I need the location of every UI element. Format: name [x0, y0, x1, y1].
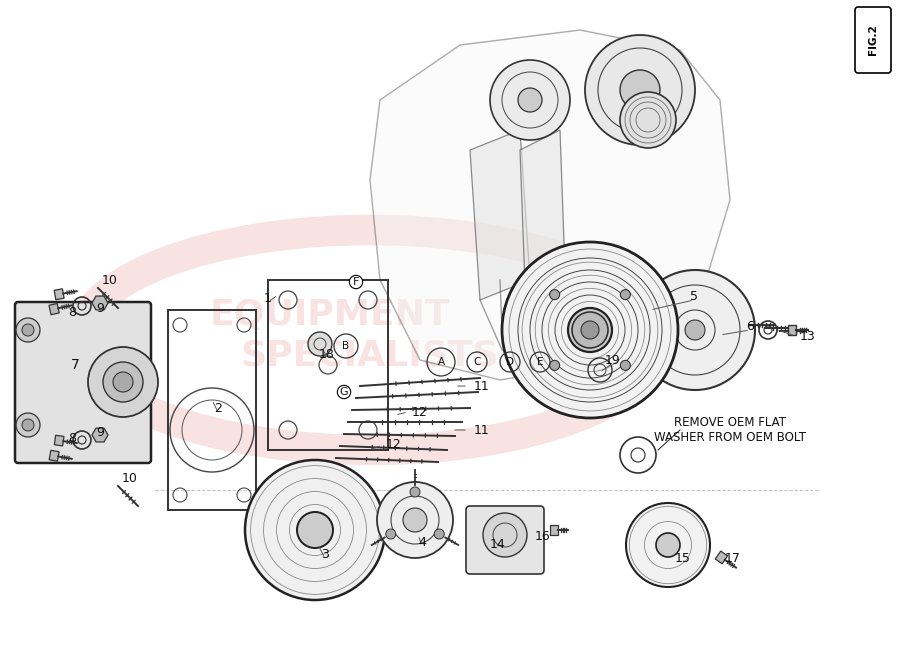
Polygon shape [49, 450, 59, 461]
Polygon shape [520, 130, 565, 285]
Text: 15: 15 [675, 551, 691, 565]
Circle shape [621, 290, 630, 300]
Text: 18: 18 [319, 348, 335, 361]
Circle shape [518, 88, 542, 112]
Circle shape [621, 360, 630, 370]
Circle shape [245, 460, 385, 600]
Text: 16: 16 [535, 530, 550, 544]
Text: 7: 7 [71, 358, 79, 372]
Text: 11: 11 [474, 379, 490, 393]
Circle shape [297, 512, 333, 548]
Text: B: B [342, 341, 349, 351]
Circle shape [635, 270, 755, 390]
Text: 10: 10 [122, 471, 138, 485]
Polygon shape [715, 551, 727, 564]
Text: 10: 10 [102, 273, 118, 287]
Text: 9: 9 [96, 301, 104, 314]
Text: E: E [537, 357, 543, 367]
Text: 9: 9 [96, 426, 104, 438]
Circle shape [568, 308, 612, 352]
Circle shape [113, 372, 133, 392]
Polygon shape [92, 296, 108, 310]
FancyBboxPatch shape [466, 506, 544, 574]
Text: 8: 8 [68, 307, 76, 320]
Circle shape [410, 487, 420, 497]
Circle shape [88, 347, 158, 417]
Circle shape [656, 533, 680, 557]
Text: 5: 5 [690, 289, 698, 303]
Circle shape [502, 242, 678, 418]
Circle shape [22, 324, 34, 336]
Circle shape [386, 529, 396, 539]
Polygon shape [788, 325, 797, 335]
Text: 19: 19 [605, 354, 621, 367]
Polygon shape [49, 304, 59, 314]
Text: EQUIPMENT: EQUIPMENT [210, 298, 450, 332]
Polygon shape [550, 525, 559, 535]
Circle shape [16, 318, 40, 342]
Text: F: F [353, 277, 359, 287]
Circle shape [435, 529, 445, 539]
Text: 11: 11 [474, 424, 490, 436]
Text: A: A [437, 357, 445, 367]
Circle shape [377, 482, 453, 558]
Circle shape [403, 508, 427, 532]
Text: 13: 13 [800, 330, 816, 342]
Text: 17: 17 [725, 551, 741, 565]
Circle shape [308, 332, 332, 356]
Polygon shape [370, 30, 730, 380]
Circle shape [550, 360, 559, 370]
Circle shape [626, 503, 710, 587]
Text: FIG.2: FIG.2 [868, 24, 878, 56]
Bar [268, 280, 388, 450]
Polygon shape [92, 428, 108, 442]
Text: 2: 2 [214, 401, 222, 414]
Polygon shape [54, 289, 64, 300]
Circle shape [685, 320, 705, 340]
Text: 1: 1 [264, 291, 272, 305]
Circle shape [550, 290, 559, 300]
Text: 8: 8 [68, 432, 76, 444]
Text: G: G [339, 387, 348, 397]
Polygon shape [470, 130, 530, 300]
Circle shape [103, 362, 143, 402]
FancyBboxPatch shape [855, 7, 891, 73]
Text: 4: 4 [418, 536, 426, 549]
FancyBboxPatch shape [15, 302, 151, 463]
Circle shape [16, 413, 40, 437]
Polygon shape [55, 435, 64, 446]
Circle shape [620, 70, 660, 110]
Text: 12: 12 [412, 406, 427, 418]
Text: 12: 12 [386, 438, 402, 451]
Circle shape [572, 312, 608, 348]
Text: REMOVE OEM FLAT
WASHER FROM OEM BOLT: REMOVE OEM FLAT WASHER FROM OEM BOLT [654, 416, 806, 444]
Circle shape [620, 92, 676, 148]
Circle shape [483, 513, 527, 557]
Circle shape [490, 60, 570, 140]
Circle shape [585, 35, 695, 145]
Circle shape [22, 419, 34, 431]
Text: SPECIALISTS: SPECIALISTS [241, 338, 499, 372]
Bar [168, 310, 256, 510]
Text: C: C [473, 357, 480, 367]
Text: D: D [506, 357, 514, 367]
Circle shape [581, 321, 599, 339]
Text: 6: 6 [746, 320, 754, 332]
Text: 14: 14 [490, 538, 506, 551]
Text: 3: 3 [321, 549, 329, 561]
